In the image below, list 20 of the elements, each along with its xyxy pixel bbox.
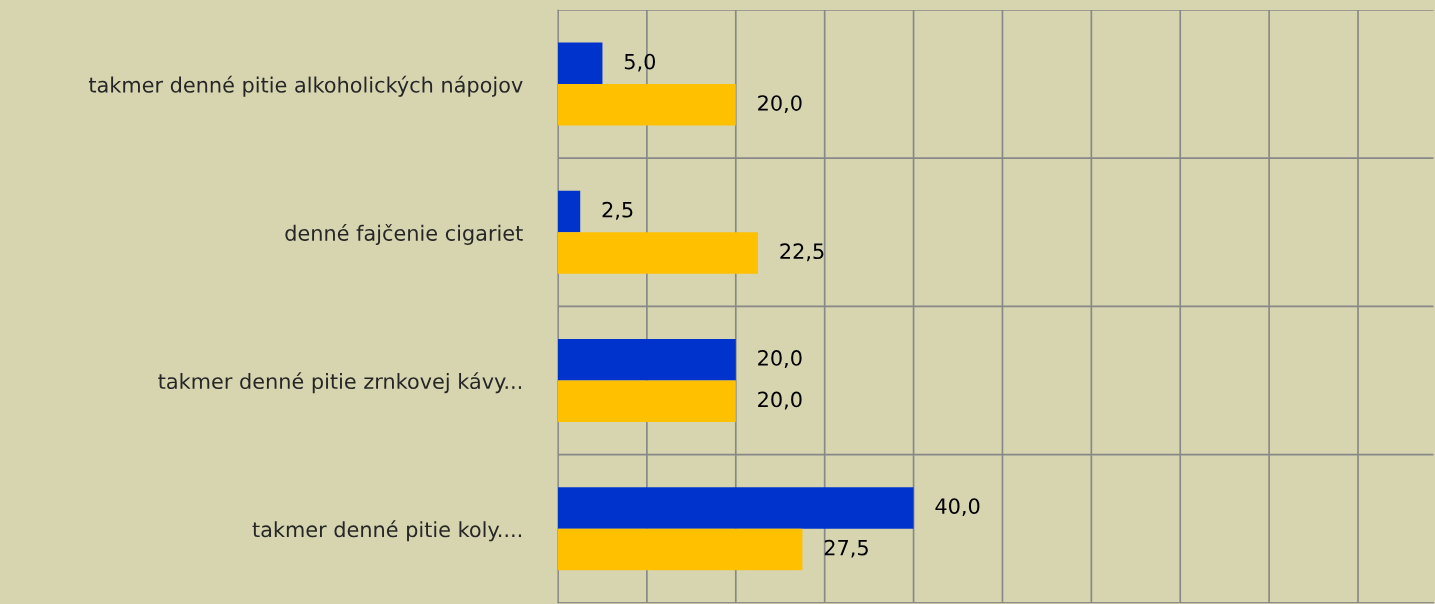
y-tick-label: denné fajčenie cigariet [285,223,523,245]
bar [558,339,736,381]
data-label: 20,0 [758,391,802,410]
bar [558,190,581,233]
data-label: 20,0 [758,95,802,114]
data-label: 40,0 [935,498,980,517]
data-label: 27,5 [824,539,868,558]
bar [558,528,803,571]
bar [558,232,758,274]
data-label: 20,0 [758,350,802,368]
y-tick-label: takmer denné pitie zrnkovej kávy... [158,372,522,394]
y-tick-label: takmer denné pitie alkoholických nápojov [88,75,523,97]
bar [558,487,914,529]
data-label: 2,5 [602,201,633,220]
y-tick-label: takmer denné pitie koly.... [252,520,522,542]
bar [558,380,736,422]
data-label: 5,0 [624,53,656,72]
data-label: 22,5 [780,243,824,262]
bar [558,42,603,85]
bar [558,84,736,126]
